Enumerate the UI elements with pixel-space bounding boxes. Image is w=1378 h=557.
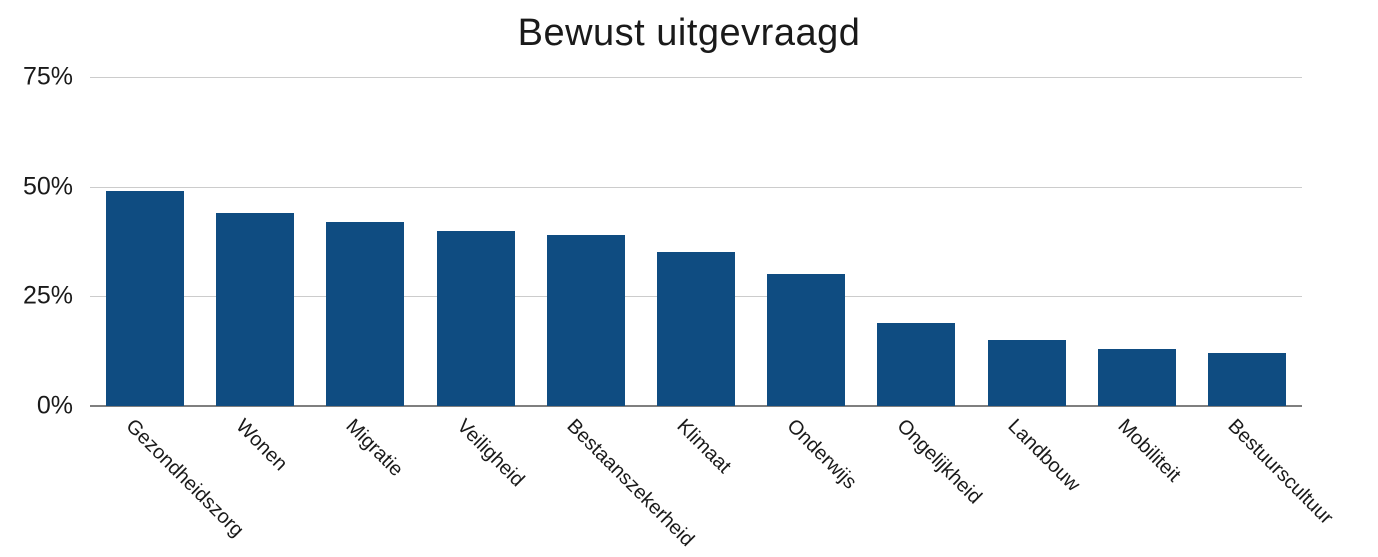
gridline-75	[90, 77, 1302, 78]
bar-veiligheid	[436, 230, 515, 406]
bar-landbouw	[987, 340, 1066, 406]
x-label-veiligheid: Veiligheid	[452, 415, 529, 492]
bar-klimaat	[657, 252, 735, 406]
y-tick-label-0: 0%	[36, 391, 73, 420]
bar-migratie	[326, 221, 405, 406]
bar-onderwijs	[767, 274, 846, 406]
x-label-bestuurscultuur: Bestuurscultuur	[1223, 415, 1338, 529]
x-label-onderwijs: Onderwijs	[782, 415, 862, 494]
x-label-gezondheidszorg: Gezondheidszorg	[121, 415, 248, 542]
y-tick-label-75: 75%	[22, 62, 73, 91]
x-label-wonen: Wonen	[231, 415, 292, 476]
gridline-50	[90, 186, 1302, 188]
y-tick-label-50: 50%	[22, 172, 73, 201]
y-tick-label-25: 25%	[22, 281, 73, 310]
x-label-ongelijkheid: Ongelijkheid	[892, 415, 987, 509]
plot-area: 0% 25% 50% 75% Gezondheidszorg Wonen Migratie V…	[23, 63, 1337, 551]
bar-bestuurscultuur	[1207, 353, 1286, 406]
bar-ongelijkheid	[877, 322, 956, 406]
x-axis-line	[90, 405, 1302, 407]
bar-gezondheidszorg	[106, 191, 185, 406]
x-label-klimaat: Klimaat	[672, 415, 736, 478]
x-label-mobiliteit: Mobiliteit	[1113, 415, 1185, 487]
x-label-migratie: Migratie	[341, 415, 408, 481]
bar-mobiliteit	[1097, 348, 1176, 406]
bar-wonen	[216, 213, 295, 406]
x-label-landbouw: Landbouw	[1002, 415, 1084, 496]
chart-title: Bewust uitgevraagd	[517, 12, 861, 54]
bar-bestaanszekerheid	[546, 234, 625, 406]
